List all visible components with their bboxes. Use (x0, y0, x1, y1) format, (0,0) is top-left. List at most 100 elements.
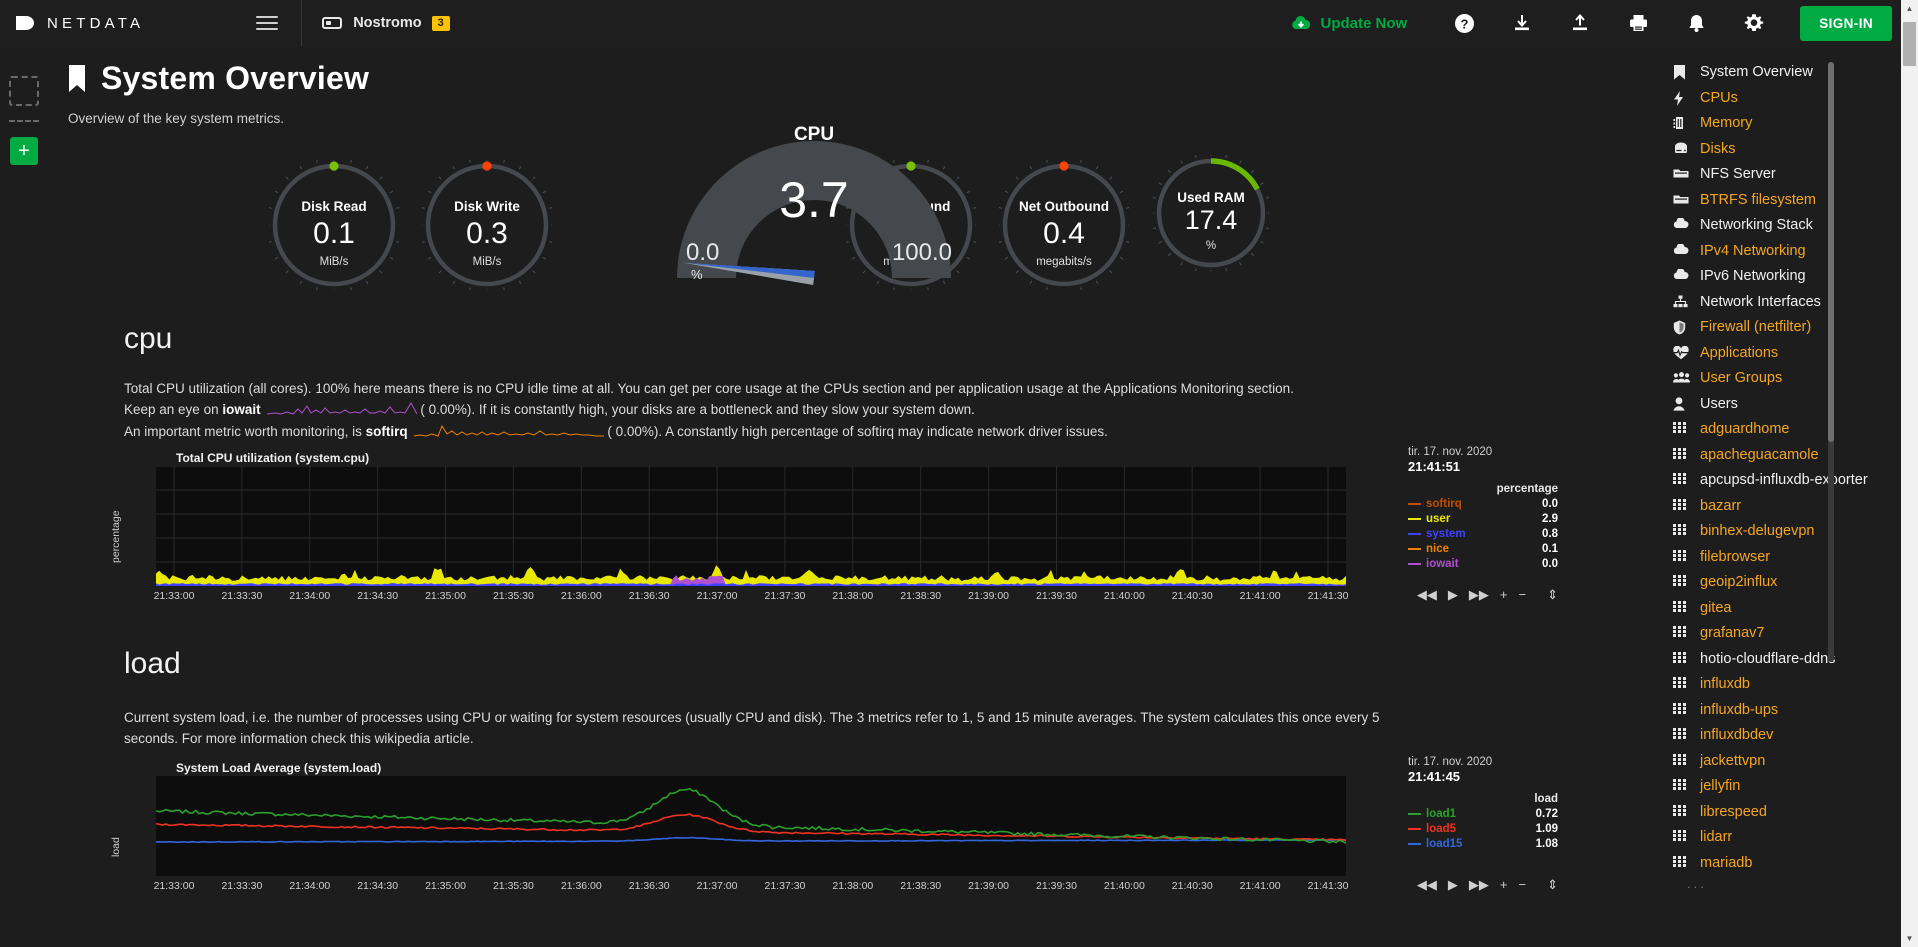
sidebar-item-hotio-cloudflare-ddns[interactable]: hotio-cloudflare-ddns (1659, 647, 1918, 673)
host-alarm-badge[interactable]: 3 (431, 15, 450, 31)
add-dashboard-placeholder[interactable] (9, 76, 39, 106)
sidebar-item-influxdb[interactable]: influxdb (1659, 672, 1918, 698)
gauge-disk-write[interactable]: Disk Write 0.3 MiB/s (422, 160, 552, 290)
page-scrollbar-thumb[interactable] (1903, 22, 1916, 66)
sidebar-item-influxdbdev[interactable]: influxdbdev (1659, 723, 1918, 749)
chart-toolbar-cpu[interactable]: ◀◀ ▶ ▶▶ + − ⇕ (1417, 587, 1558, 603)
alarms-bell-icon[interactable] (1684, 11, 1708, 35)
gauge-label: Net Outbound (1019, 199, 1109, 214)
zoom-in-icon[interactable]: + (1499, 587, 1508, 603)
legend-row[interactable]: load5 1.09 (1408, 823, 1558, 835)
play-icon[interactable]: ▶ (1447, 876, 1458, 892)
gauge-net-outbound[interactable]: Net Outbound 0.4 megabits/s (999, 160, 1129, 290)
sidebar-item-binhex-delugevpn[interactable]: binhex-delugevpn (1659, 519, 1918, 545)
sidebar-item-jellyfin[interactable]: jellyfin (1659, 774, 1918, 800)
chart-legend-cpu: tir. 17. nov. 2020 21:41:51 percentage s… (1408, 446, 1558, 570)
sidebar-item-networking-stack[interactable]: Networking Stack (1659, 213, 1918, 239)
host-selector[interactable]: Nostromo 3 (322, 15, 450, 31)
forward-icon[interactable]: ▶▶ (1468, 586, 1489, 602)
sidebar-item-bazarr[interactable]: bazarr (1659, 494, 1918, 520)
sidebar-item-label: jackettvpn (1700, 752, 1766, 769)
legend-row[interactable]: load1 0.72 (1408, 808, 1558, 820)
sidebar-item-apacheguacamole[interactable]: apacheguacamole (1659, 443, 1918, 469)
legend-series-name: user (1426, 512, 1451, 525)
section-text-cpu: Total CPU utilization (all cores). 100% … (124, 378, 1414, 443)
export-icon[interactable] (1568, 11, 1592, 35)
chart-system-cpu[interactable]: Total CPU utilization (system.cpu) perce… (98, 446, 1658, 621)
sidebar-item-memory[interactable]: Memory (1659, 111, 1918, 137)
rewind-icon[interactable]: ◀◀ (1416, 586, 1437, 602)
legend-row[interactable]: iowait 0.0 (1408, 558, 1558, 570)
ram-gauge-label: Used RAM (1177, 190, 1245, 205)
sidebar-item-adguardhome[interactable]: adguardhome (1659, 417, 1918, 443)
sidebar-scrollbar-thumb[interactable] (1828, 62, 1834, 442)
sidebar-item-label: Networking Stack (1700, 217, 1813, 233)
gauge-units: MiB/s (319, 256, 349, 268)
grid-icon (1673, 524, 1692, 535)
sign-in-button[interactable]: SIGN-IN (1800, 5, 1892, 41)
sidebar-item-label: mariadb (1700, 854, 1753, 871)
legend-row[interactable]: user 2.9 (1408, 513, 1558, 525)
add-button[interactable]: + (10, 137, 38, 165)
import-icon[interactable] (1510, 11, 1534, 35)
sidebar-item-network-interfaces[interactable]: Network Interfaces (1659, 290, 1918, 316)
sidebar-item-mariadb[interactable]: mariadb (1659, 851, 1918, 877)
sidebar-scrollbar[interactable] (1828, 62, 1834, 662)
sidebar-item-filebrowser[interactable]: filebrowser (1659, 545, 1918, 571)
sidebar-item-lidarr[interactable]: lidarr (1659, 825, 1918, 851)
netdata-logo[interactable]: NETDATA (14, 12, 144, 34)
sidebar-item-users[interactable]: Users (1659, 392, 1918, 418)
resize-handle-icon[interactable]: ⇕ (1547, 876, 1558, 892)
rewind-icon[interactable]: ◀◀ (1416, 876, 1437, 892)
legend-row[interactable]: system 0.8 (1408, 528, 1558, 540)
print-icon[interactable] (1626, 11, 1650, 35)
sidebar-item-btrfs-filesystem[interactable]: BTRFS filesystem (1659, 188, 1918, 214)
chart-system-load[interactable]: System Load Average (system.load) load 1… (98, 756, 1658, 931)
sidebar-item-grafanav7[interactable]: grafanav7 (1659, 621, 1918, 647)
user-icon (1673, 396, 1692, 411)
cpu-softirq-lead: An important metric worth monitoring, is (124, 423, 366, 439)
sidebar-item-jackettvpn[interactable]: jackettvpn (1659, 749, 1918, 775)
gauge-disk-read[interactable]: Disk Read 0.1 MiB/s (269, 160, 399, 290)
zoom-out-icon[interactable]: − (1518, 587, 1527, 603)
legend-row[interactable]: load15 1.08 (1408, 838, 1558, 850)
cpu-paragraph-1: Total CPU utilization (all cores). 100% … (124, 381, 1294, 396)
sidebar-item-apcupsd-influxdb-exporter[interactable]: apcupsd-influxdb-exporter (1659, 468, 1918, 494)
sidebar-item-firewall-netfilter[interactable]: Firewall (netfilter) (1659, 315, 1918, 341)
scroll-down-arrow[interactable]: ▼ (1905, 934, 1914, 943)
sidebar-item-geoip2influx[interactable]: geoip2influx (1659, 570, 1918, 596)
cpu-gauge[interactable]: CPU 3.7 0.0 100.0 % (664, 124, 964, 299)
play-icon[interactable]: ▶ (1447, 586, 1458, 602)
sidebar-item-gitea[interactable]: gitea (1659, 596, 1918, 622)
sidebar-item-system-overview[interactable]: System Overview (1659, 60, 1918, 86)
sidebar-item-librespeed[interactable]: librespeed (1659, 800, 1918, 826)
forward-icon[interactable]: ▶▶ (1468, 876, 1489, 892)
sidebar-item-ipv4-networking[interactable]: IPv4 Networking (1659, 239, 1918, 265)
ram-gauge[interactable]: Used RAM 17.4 % (1153, 155, 1269, 271)
legend-color-swatch (1408, 562, 1421, 565)
chart-toolbar-load[interactable]: ◀◀ ▶ ▶▶ + − ⇕ (1417, 877, 1558, 893)
sidebar-item-cpus[interactable]: CPUs (1659, 86, 1918, 112)
legend-row[interactable]: softirq 0.0 (1408, 498, 1558, 510)
grid-icon (1673, 702, 1692, 714)
ram-gauge-ring: Used RAM 17.4 % (1153, 155, 1269, 271)
x-tick-label: 21:37:00 (696, 589, 738, 602)
zoom-out-icon[interactable]: − (1518, 877, 1527, 893)
sidebar-item-influxdb-ups[interactable]: influxdb-ups (1659, 698, 1918, 724)
sidebar-item-applications[interactable]: Applications (1659, 341, 1918, 367)
sidebar-item-nfs-server[interactable]: NFS Server (1659, 162, 1918, 188)
update-now-button[interactable]: Update Now (1290, 15, 1407, 32)
page-scrollbar[interactable]: ▲ ▼ (1901, 0, 1918, 947)
sidebar-item-disks[interactable]: Disks (1659, 137, 1918, 163)
zoom-in-icon[interactable]: + (1499, 877, 1508, 893)
right-sidebar[interactable]: System Overview CPUs Memory Disks NFS Server… (1659, 46, 1918, 947)
sidebar-item-user-groups[interactable]: User Groups (1659, 366, 1918, 392)
sidebar-item-ipv6-networking[interactable]: IPv6 Networking (1659, 264, 1918, 290)
sidebar-item-label: binhex-delugevpn (1700, 523, 1815, 539)
scroll-up-arrow[interactable]: ▲ (1905, 4, 1914, 13)
hamburger-icon[interactable] (256, 12, 279, 34)
settings-gear-icon[interactable] (1742, 11, 1766, 35)
legend-row[interactable]: nice 0.1 (1408, 543, 1558, 555)
help-icon[interactable]: ? (1452, 11, 1476, 35)
resize-handle-icon[interactable]: ⇕ (1547, 586, 1558, 602)
